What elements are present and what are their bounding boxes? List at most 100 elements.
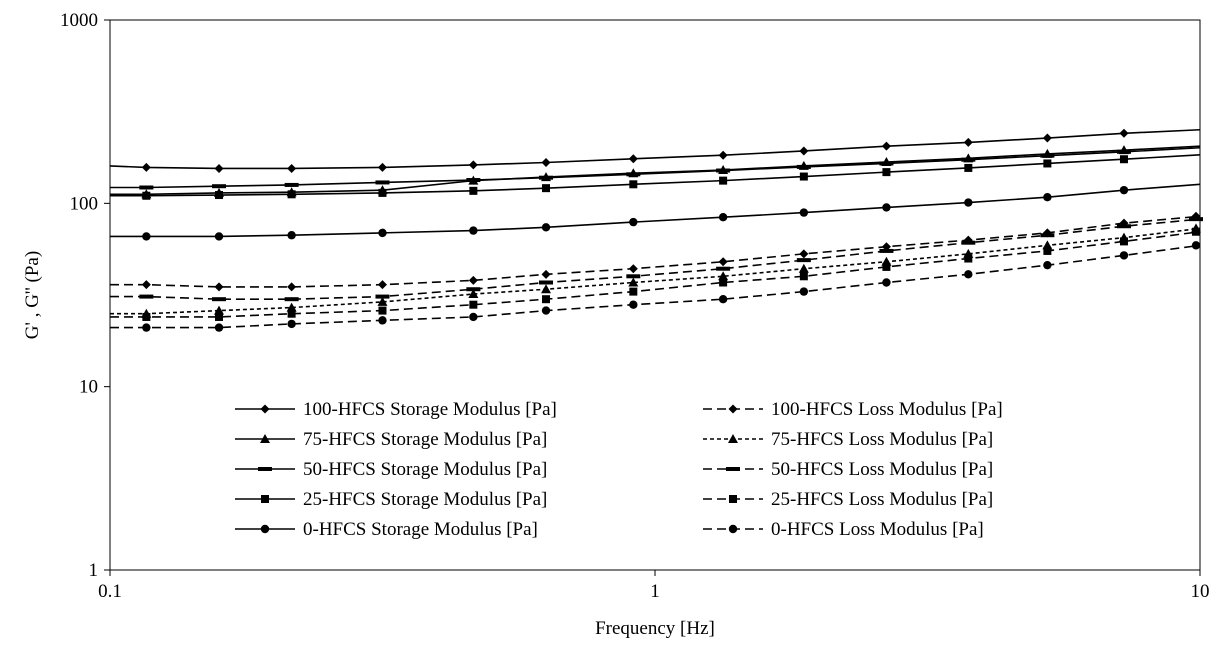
series-1 — [109, 128, 1201, 173]
data-point — [469, 300, 478, 309]
x-axis-label: Frequency [Hz] — [595, 618, 715, 639]
data-point — [629, 217, 638, 227]
data-point — [469, 186, 478, 195]
data-point — [629, 287, 638, 296]
legend-item: 75-HFCS Loss Modulus [Pa] — [703, 429, 993, 450]
data-point — [375, 294, 390, 299]
legend-swatch-marker — [260, 524, 270, 534]
data-point — [718, 271, 729, 281]
data-point — [961, 240, 976, 245]
data-point — [716, 168, 731, 173]
data-point — [796, 164, 811, 169]
data-point — [375, 180, 390, 185]
series-line — [110, 227, 1201, 315]
series-5 — [110, 183, 1201, 241]
y-tick-label: 1000 — [60, 10, 98, 31]
data-point — [141, 162, 151, 172]
data-point — [215, 191, 224, 200]
legend-label: 25-HFCS Storage Modulus [Pa] — [303, 489, 547, 510]
data-point — [796, 258, 811, 263]
series-4 — [110, 153, 1201, 200]
data-point — [882, 278, 891, 287]
data-point — [541, 306, 551, 315]
legend-item: 0-HFCS Loss Modulus [Pa] — [703, 519, 984, 540]
legend-label: 0-HFCS Storage Modulus [Pa] — [303, 519, 538, 540]
legend-item: 25-HFCS Storage Modulus [Pa] — [235, 489, 547, 510]
data-point — [542, 184, 551, 193]
data-point — [629, 180, 638, 189]
data-point — [882, 168, 891, 177]
data-point — [287, 190, 296, 199]
data-point — [214, 323, 224, 332]
legend-swatch-marker — [261, 495, 269, 503]
legend-swatch-marker — [260, 434, 270, 443]
data-point — [799, 287, 809, 296]
series-9 — [110, 227, 1201, 321]
legend-item: 100-HFCS Loss Modulus [Pa] — [703, 399, 1003, 420]
legend-item: 75-HFCS Storage Modulus [Pa] — [235, 429, 547, 450]
legend-label: 100-HFCS Loss Modulus [Pa] — [771, 399, 1003, 420]
data-point — [964, 254, 973, 263]
data-point — [1192, 227, 1200, 236]
data-point — [1043, 246, 1052, 255]
data-point — [964, 163, 973, 172]
series-10 — [110, 241, 1201, 332]
data-point — [142, 191, 151, 200]
data-point — [378, 306, 387, 315]
data-point — [214, 232, 224, 241]
data-point — [214, 163, 224, 173]
data-point — [719, 278, 728, 287]
data-point — [719, 176, 728, 185]
data-point — [1189, 217, 1203, 222]
legend-swatch-marker — [729, 495, 737, 503]
legend-label: 100-HFCS Storage Modulus [Pa] — [303, 399, 557, 420]
data-point — [964, 198, 973, 207]
legend-label: 75-HFCS Loss Modulus [Pa] — [771, 429, 993, 450]
data-point — [628, 277, 639, 287]
data-point — [214, 282, 224, 292]
data-point — [139, 294, 154, 299]
data-point — [541, 223, 551, 232]
data-point — [1043, 193, 1052, 202]
data-point — [215, 312, 224, 321]
data-point — [541, 284, 552, 294]
data-point — [466, 178, 481, 183]
legend-label: 50-HFCS Storage Modulus [Pa] — [303, 459, 547, 480]
data-point — [378, 228, 387, 238]
data-point — [1191, 241, 1201, 250]
data-point — [541, 269, 551, 279]
series-layer — [109, 128, 1203, 332]
legend-swatch-marker — [728, 524, 738, 534]
data-point — [469, 226, 478, 235]
data-point — [1116, 149, 1131, 154]
data-point — [716, 266, 731, 271]
data-point — [214, 305, 225, 315]
plot-area — [109, 19, 1201, 571]
data-point — [377, 296, 388, 306]
data-point — [1119, 128, 1129, 138]
data-point — [628, 154, 638, 164]
series-6 — [110, 211, 1201, 292]
data-point — [718, 294, 728, 304]
data-point — [963, 137, 973, 147]
y-axis-ticks: 1 10 100 1000 — [60, 10, 110, 581]
legend-item: 50-HFCS Storage Modulus [Pa] — [235, 459, 547, 480]
legend-swatch-marker — [258, 467, 272, 471]
data-point — [964, 270, 973, 279]
data-point — [1119, 251, 1129, 260]
y-tick-label: 100 — [70, 193, 99, 214]
y-tick-label: 1 — [89, 560, 99, 581]
data-point — [284, 297, 299, 302]
data-point — [287, 231, 296, 240]
data-point — [286, 302, 297, 312]
data-point — [542, 295, 551, 304]
legend-item: 0-HFCS Storage Modulus [Pa] — [235, 519, 538, 540]
legend-item: 50-HFCS Loss Modulus [Pa] — [703, 459, 993, 480]
data-point — [141, 280, 151, 290]
legend-label: 50-HFCS Loss Modulus [Pa] — [771, 459, 993, 480]
data-point — [799, 208, 809, 217]
data-point — [1119, 155, 1128, 164]
legend-label: 25-HFCS Loss Modulus [Pa] — [771, 489, 993, 510]
data-point — [377, 280, 387, 290]
